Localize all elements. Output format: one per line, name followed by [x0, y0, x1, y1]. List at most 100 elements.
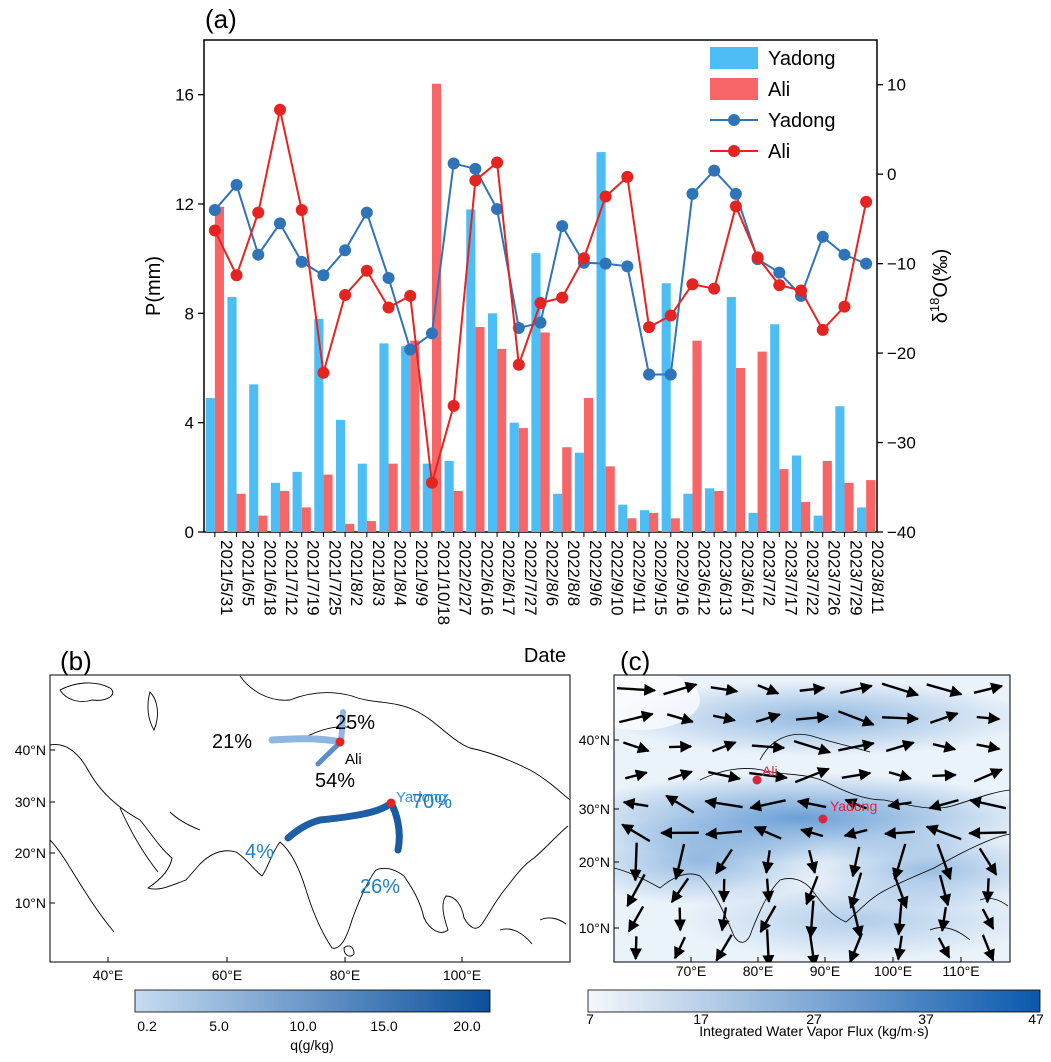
bar-yadong-14 [510, 423, 519, 532]
point-yadong-30 [860, 258, 872, 270]
point-ali-4 [296, 204, 308, 216]
colorbar-b-tick-1: 5.0 [209, 1018, 229, 1034]
tick-label-x-19: 2022/9/11 [629, 540, 648, 614]
lat-label-c-0: 10°N [579, 920, 610, 936]
point-ali-17 [578, 252, 590, 264]
point-yadong-29 [838, 249, 850, 261]
bar-ali-13 [497, 349, 506, 532]
colorbar-c [588, 990, 1040, 1012]
flux-arrow-19 [669, 746, 691, 747]
point-ali-26 [773, 279, 785, 291]
lon-label-c-2: 90°E [810, 963, 841, 979]
bar-yadong-29 [835, 406, 844, 532]
bar-yadong-30 [857, 507, 866, 532]
bar-ali-21 [671, 518, 680, 532]
tick-label-left-3: 12 [175, 195, 194, 214]
tick-label-x-8: 2021/8/4 [391, 540, 410, 606]
bar-yadong-3 [271, 483, 280, 532]
point-ali-18 [600, 191, 612, 203]
point-ali-3 [274, 104, 286, 116]
flux-arrow-71 [987, 878, 988, 902]
tick-label-right-4: 0 [887, 165, 896, 184]
panel-b-map: Ali Yadong 25%21%54%70%4%26% 10°N20°N30°… [15, 675, 570, 1053]
point-ali-30 [860, 196, 872, 208]
bar-ali-15 [541, 332, 550, 532]
trajectory-west [272, 739, 341, 742]
point-yadong-24 [730, 188, 742, 200]
point-yadong-28 [817, 231, 829, 243]
point-ali-20 [643, 321, 655, 333]
flux-arrow-81 [636, 936, 637, 959]
lat-label-b-1: 20°N [15, 845, 46, 861]
bar-yadong-26 [770, 324, 779, 532]
point-yadong-19 [621, 260, 633, 272]
tick-label-x-26: 2023/7/17 [781, 540, 800, 616]
point-ali-13 [491, 157, 503, 169]
point-ali-10 [426, 477, 438, 489]
bar-yadong-9 [401, 346, 410, 532]
tick-label-x-25: 2023/7/2 [760, 540, 779, 606]
bar-ali-20 [649, 513, 658, 532]
colorbar-b-tick-4: 20.0 [453, 1018, 480, 1034]
point-ali-5 [317, 367, 329, 379]
percentage-label-4: 4% [245, 841, 274, 863]
lat-label-c-2: 30°N [579, 801, 610, 817]
point-ali-14 [513, 359, 525, 371]
tick-label-left-0: 0 [185, 523, 194, 542]
tick-label-x-15: 2022/8/6 [543, 540, 562, 606]
tick-label-x-11: 2022/2/27 [456, 540, 475, 616]
tick-label-x-29: 2023/7/29 [846, 540, 865, 616]
point-ali-16 [556, 292, 568, 304]
tick-label-x-14: 2022/7/27 [521, 540, 540, 616]
bar-ali-18 [606, 466, 615, 532]
lon-label-c-4: 110°E [942, 963, 979, 979]
lat-label-c-3: 40°N [579, 732, 610, 748]
tick-label-x-3: 2021/7/12 [282, 540, 301, 616]
tick-label-x-4: 2021/7/19 [304, 540, 323, 616]
point-yadong-21 [665, 369, 677, 381]
colorbar-b-title: q(g/kg) [290, 1037, 334, 1053]
station-label-yadong-c: Yadong [830, 798, 877, 814]
bar-ali-3 [280, 491, 289, 532]
percentage-label-2: 54% [315, 770, 355, 792]
bar-yadong-20 [640, 510, 649, 532]
y-axis-title-right: δ18O(‰) [927, 249, 952, 324]
panel-b-label: (b) [60, 646, 92, 676]
colorbar-b-tick-2: 10.0 [289, 1018, 316, 1034]
bar-yadong-24 [727, 297, 736, 532]
tick-label-x-22: 2023/6/12 [694, 540, 713, 616]
colorbar-c-title: Integrated Water Vapor Flux (kg/m·s) [699, 1023, 929, 1039]
flux-arrow-54 [635, 843, 636, 881]
point-yadong-6 [339, 244, 351, 256]
bar-yadong-16 [553, 494, 562, 532]
point-yadong-8 [383, 272, 395, 284]
point-yadong-18 [600, 258, 612, 270]
bar-ali-28 [823, 461, 832, 532]
colorbar-b [135, 990, 490, 1012]
bar-ali-1 [237, 494, 246, 532]
bar-ali-12 [475, 327, 484, 532]
tick-label-x-12: 2022/6/16 [477, 540, 496, 616]
bar-ali-4 [302, 507, 311, 532]
tick-label-x-30: 2023/8/11 [868, 540, 887, 614]
station-label-ali-c: Ali [762, 763, 778, 779]
bar-yadong-27 [792, 455, 801, 532]
legend-swatch-marker-0 [728, 114, 740, 126]
panel-a-label: (a) [205, 4, 237, 34]
bar-ali-5 [323, 475, 332, 532]
lon-label-c-1: 80°E [743, 963, 774, 979]
point-yadong-9 [404, 344, 416, 356]
point-yadong-1 [231, 179, 243, 191]
tick-label-right-5: 10 [887, 76, 906, 95]
bar-yadong-6 [336, 420, 345, 532]
tick-label-left-1: 4 [185, 414, 194, 433]
lon-label-b-2: 80°E [330, 967, 361, 983]
point-ali-8 [383, 301, 395, 313]
bar-yadong-2 [249, 384, 258, 532]
tick-label-right-3: −10 [887, 255, 916, 274]
point-yadong-4 [296, 256, 308, 268]
point-yadong-10 [426, 327, 438, 339]
bar-ali-11 [454, 491, 463, 532]
